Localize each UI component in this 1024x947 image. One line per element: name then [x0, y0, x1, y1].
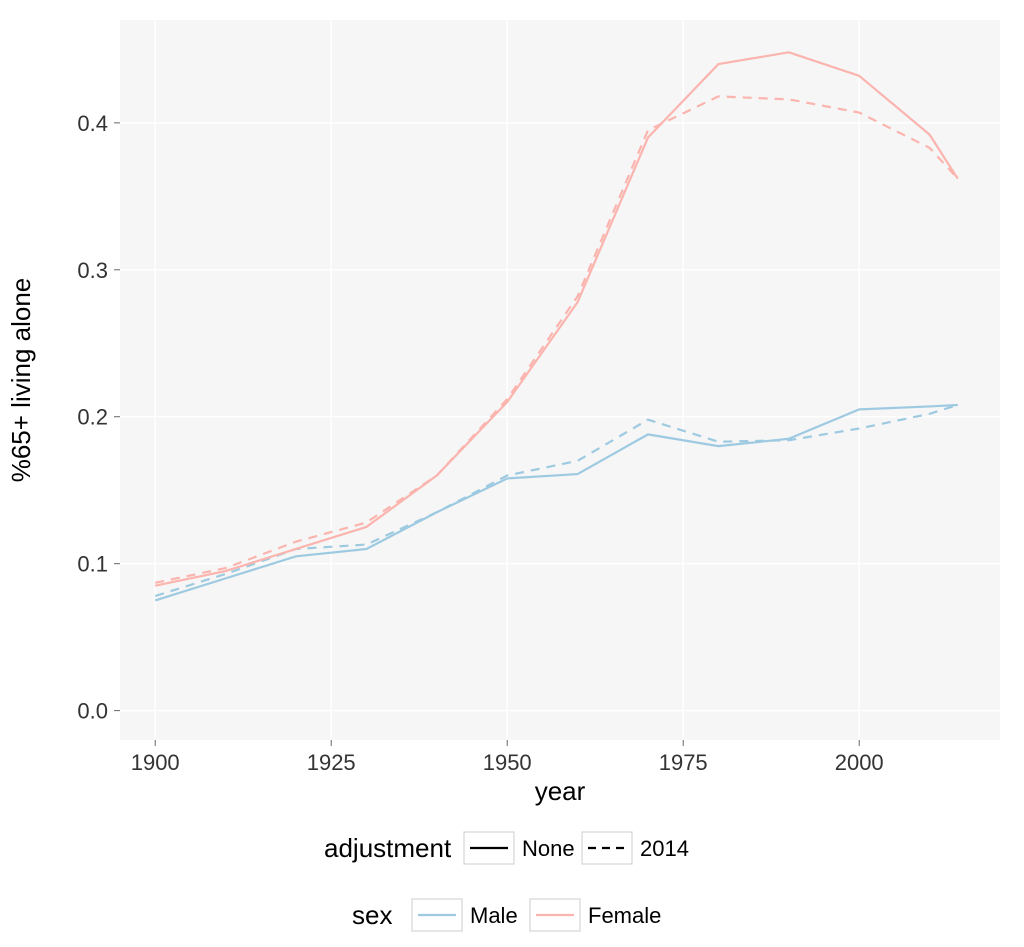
y-tick-label: 0.3 [77, 258, 108, 283]
y-tick-label: 0.4 [77, 111, 108, 136]
x-tick-label: 1950 [483, 750, 532, 775]
y-axis-label: %65+ living alone [6, 278, 36, 483]
legend-sex-title: sex [352, 900, 392, 930]
line-chart-svg: 1900 1925 1950 1975 2000 0.0 0.1 0.2 0.3 0.4 year%… [0, 0, 1024, 947]
x-tick-label: 2000 [835, 750, 884, 775]
legend-adjustment-label: None [522, 836, 575, 861]
x-tick-label: 1925 [307, 750, 356, 775]
x-tick-label: 1975 [659, 750, 708, 775]
chart-container: 1900 1925 1950 1975 2000 0.0 0.1 0.2 0.3 0.4 year%… [0, 0, 1024, 947]
x-axis-label: year [535, 776, 586, 806]
y-tick-label: 0.2 [77, 405, 108, 430]
legend-adjustment-title: adjustment [324, 833, 452, 863]
legend-adjustment-label: 2014 [640, 836, 689, 861]
legend-sex-label: Female [588, 903, 661, 928]
x-tick-label: 1900 [131, 750, 180, 775]
plot-panel [120, 20, 1000, 740]
y-tick-label: 0.1 [77, 552, 108, 577]
legend-sex-label: Male [470, 903, 518, 928]
y-tick-label: 0.0 [77, 699, 108, 724]
